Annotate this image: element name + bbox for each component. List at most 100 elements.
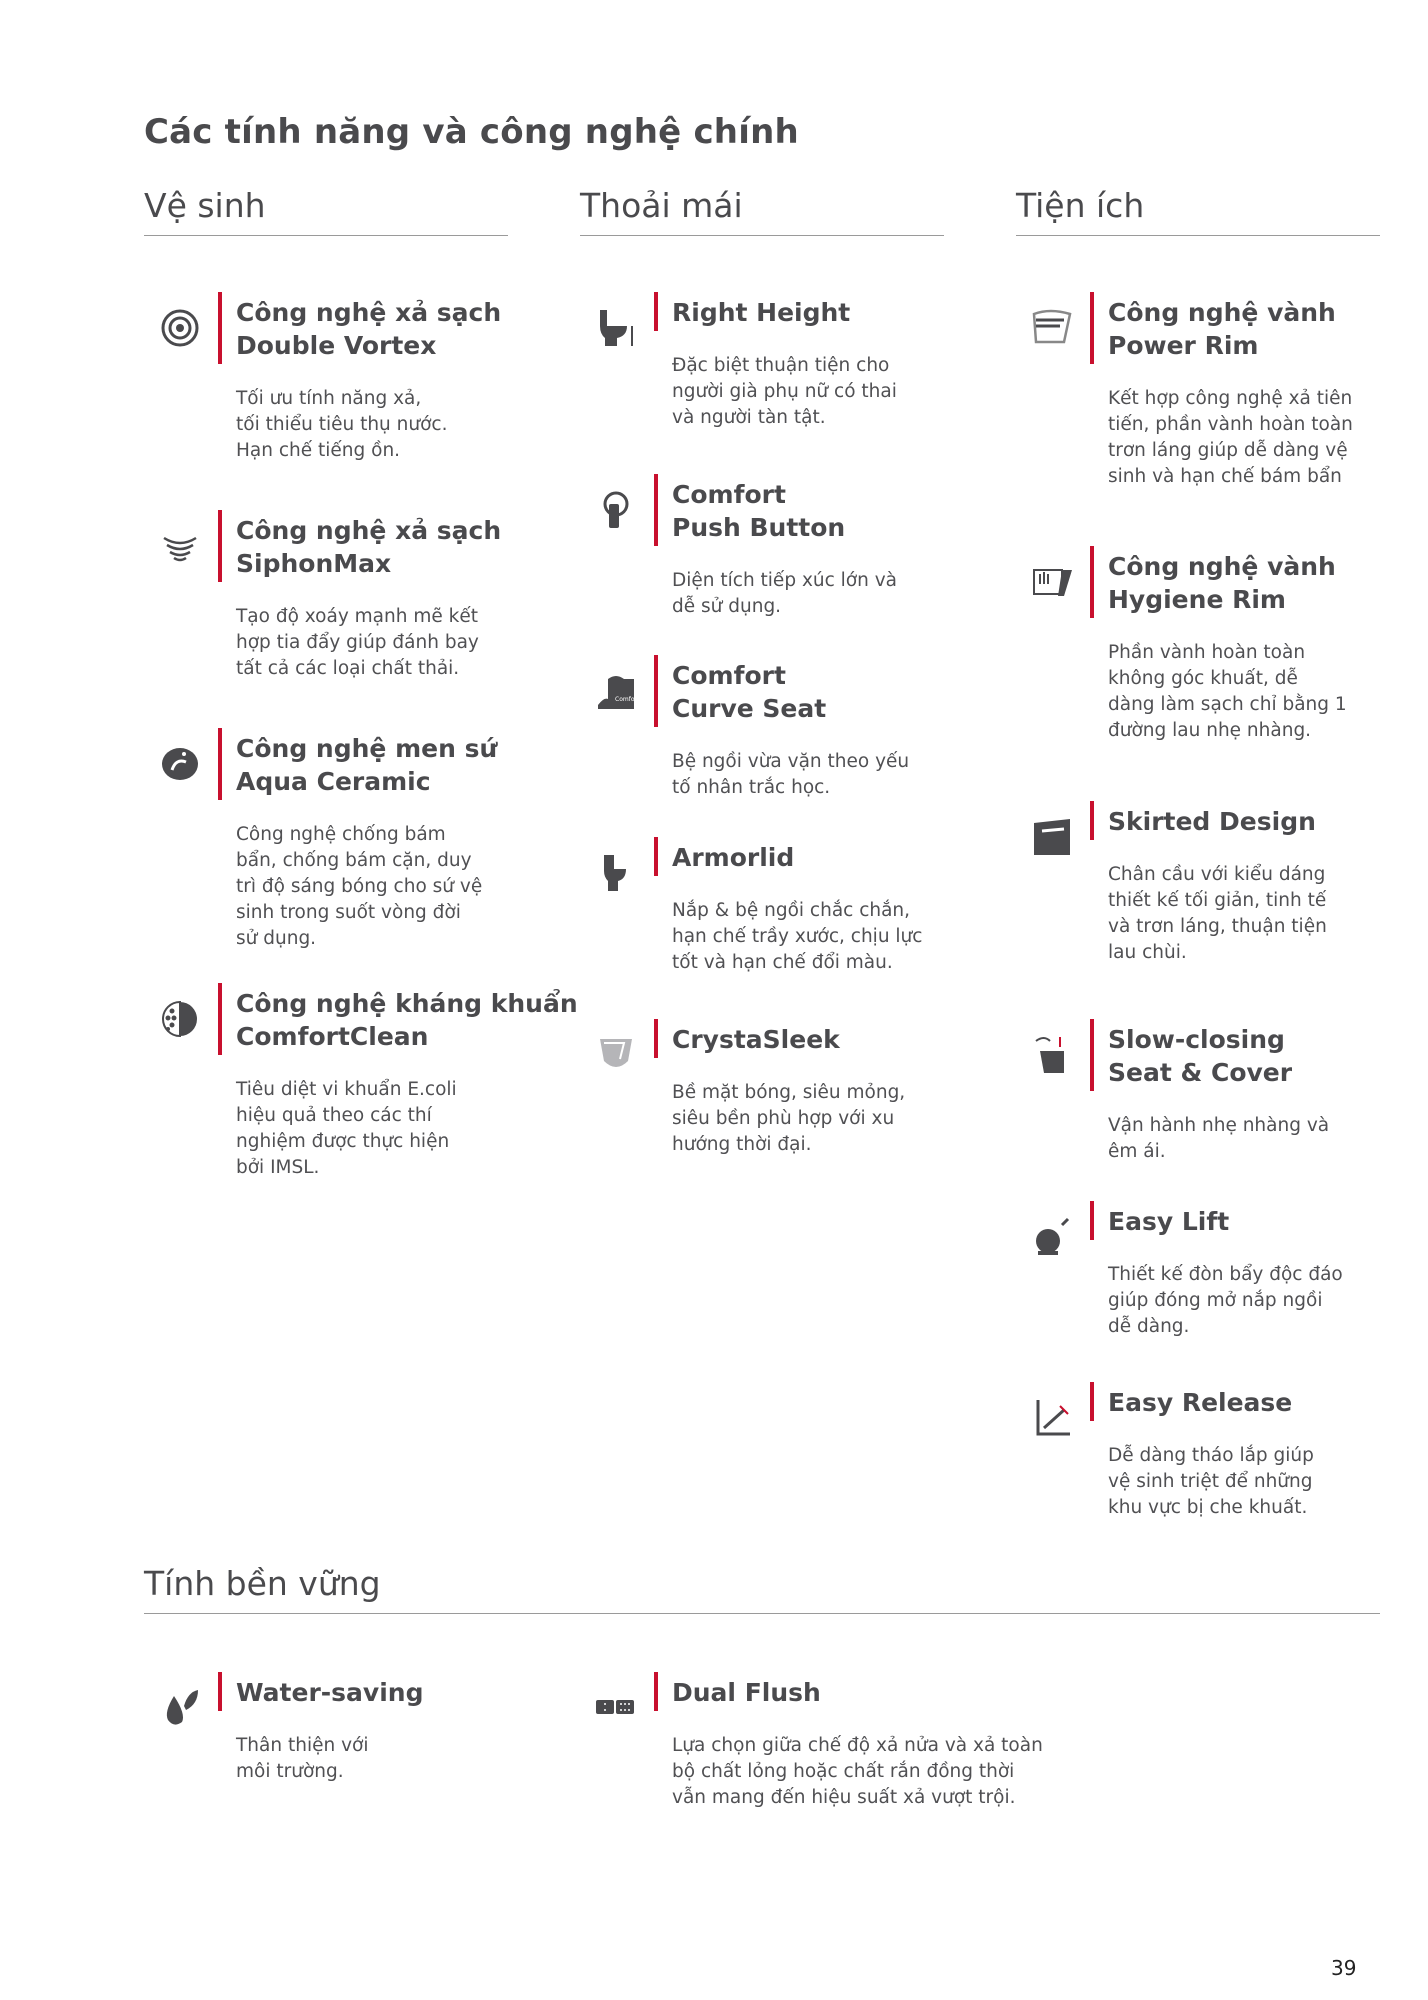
page-number: 39 xyxy=(1331,1956,1357,1980)
water-saving-icon xyxy=(158,1686,202,1730)
feature-description-line: dễ sử dụng. xyxy=(672,596,782,617)
feature-description-line: lau chùi. xyxy=(1108,942,1187,963)
feature-description-line: Tạo độ xoáy mạnh mẽ kết xyxy=(236,606,478,627)
feature-description-line: hạn chế trầy xước, chịu lực xyxy=(672,926,923,947)
feature-description: Tạo độ xoáy mạnh mẽ kết hợp tia đẩy giúp … xyxy=(236,604,479,682)
feature-title: Comfort Curve Seat xyxy=(672,659,826,725)
feature-description-line: tất cả các loại chất thải. xyxy=(236,658,460,679)
feature-title-line: Seat & Cover xyxy=(1108,1058,1293,1087)
feature-title: Công nghệ xả sạch Double Vortex xyxy=(236,296,501,362)
feature-description: Bệ ngồi vừa vặn theo yếu tố nhân trắc học… xyxy=(672,749,909,801)
feature-title-line: Curve Seat xyxy=(672,694,827,723)
accent-bar xyxy=(218,728,222,800)
easy-release-icon xyxy=(1030,1396,1074,1440)
feature-title-line: Armorlid xyxy=(672,843,795,872)
accent-bar xyxy=(1090,1382,1094,1421)
feature-description-line: thiết kế tối giản, tinh tế xyxy=(1108,890,1327,911)
feature-title-line: Công nghệ xả sạch xyxy=(236,298,502,327)
feature-description-line: tố nhân trắc học. xyxy=(672,777,831,798)
feature-title: Easy Lift xyxy=(1108,1205,1229,1238)
accent-bar xyxy=(218,983,222,1055)
feature-description-line: Đặc biệt thuận tiện cho xyxy=(672,355,890,376)
feature-description-line: Công nghệ chống bám xyxy=(236,824,446,845)
feature-description-line: Nắp & bệ ngồi chắc chắn, xyxy=(672,900,911,921)
feature-title: Công nghệ xả sạch SiphonMax xyxy=(236,514,501,580)
accent-bar xyxy=(218,292,222,364)
feature-description-line: Chân cầu với kiểu dáng xyxy=(1108,864,1326,885)
skirted-design-icon xyxy=(1030,815,1074,859)
column-heading-hygiene: Vệ sinh xyxy=(144,186,508,236)
feature-description-line: hợp tia đẩy giúp đánh bay xyxy=(236,632,479,653)
accent-bar xyxy=(654,655,658,727)
comfortclean-icon xyxy=(158,997,202,1041)
feature-description: Phần vành hoàn toàn không góc khuất, dễ dà… xyxy=(1108,640,1347,744)
feature-description: Tối ưu tính năng xả, tối thiểu tiêu thụ n… xyxy=(236,386,448,464)
feature-title-line: Công nghệ vành xyxy=(1108,298,1336,327)
feature-description-line: dàng làm sạch chỉ bằng 1 xyxy=(1108,694,1347,715)
feature-title: CrystaSleek xyxy=(672,1023,840,1056)
accent-bar xyxy=(1090,801,1094,840)
accent-bar xyxy=(1090,292,1094,364)
feature-description: Công nghệ chống bám bẩn, chống bám cặn, d… xyxy=(236,822,482,952)
feature-title-line: Right Height xyxy=(672,298,851,327)
sustainability-heading: Tính bền vững xyxy=(144,1564,1380,1614)
feature-title-line: Aqua Ceramic xyxy=(236,767,431,796)
armorlid-icon xyxy=(594,851,638,895)
slow-closing-icon xyxy=(1030,1033,1074,1077)
feature-title-line: Công nghệ xả sạch xyxy=(236,516,502,545)
feature-title: Slow-closing Seat & Cover xyxy=(1108,1023,1292,1089)
feature-description-line: nghiệm được thực hiện xyxy=(236,1131,450,1152)
feature-description: Bề mặt bóng, siêu mỏng, siêu bền phù hợp … xyxy=(672,1080,905,1158)
feature-description-line: Phần vành hoàn toàn xyxy=(1108,642,1306,663)
column-heading-comfort: Thoải mái xyxy=(580,186,944,236)
crystasleek-icon xyxy=(594,1033,638,1077)
feature-title-line: Slow-closing xyxy=(1108,1025,1285,1054)
accent-bar xyxy=(654,837,658,876)
feature-title: Công nghệ vành Power Rim xyxy=(1108,296,1336,362)
feature-description-line: không góc khuất, dễ xyxy=(1108,668,1298,689)
feature-description: Lựa chọn giữa chế độ xả nửa và xả toàn bộ… xyxy=(672,1733,1043,1811)
feature-title: Công nghệ men sứ Aqua Ceramic xyxy=(236,732,497,798)
feature-title-line: ComfortClean xyxy=(236,1022,429,1051)
feature-title-line: Công nghệ kháng khuẩn xyxy=(236,989,578,1018)
feature-description: Thiết kế đòn bẩy độc đáo giúp đóng mở nắp… xyxy=(1108,1262,1343,1340)
feature-description-line: Dễ dàng tháo lắp giúp xyxy=(1108,1445,1314,1466)
feature-description-line: vẫn mang đến hiệu suất xả vượt trội. xyxy=(672,1787,1016,1808)
feature-description-line: người già phụ nữ có thai xyxy=(672,381,897,402)
feature-description-line: siêu bền phù hợp với xu xyxy=(672,1108,895,1129)
feature-title-line: Push Button xyxy=(672,513,846,542)
feature-description-line: Bề mặt bóng, siêu mỏng, xyxy=(672,1082,906,1103)
feature-description: Dễ dàng tháo lắp giúp vệ sinh triệt để nh… xyxy=(1108,1443,1314,1521)
easy-lift-icon xyxy=(1030,1215,1074,1259)
feature-title-line: Power Rim xyxy=(1108,331,1259,360)
accent-bar xyxy=(654,474,658,546)
page-title: Các tính năng và công nghệ chính xyxy=(144,112,799,152)
feature-title-line: Comfort xyxy=(672,661,786,690)
feature-description-line: Lựa chọn giữa chế độ xả nửa và xả toàn xyxy=(672,1735,1043,1756)
accent-bar xyxy=(1090,546,1094,618)
feature-title-line: Easy Release xyxy=(1108,1388,1293,1417)
accent-bar xyxy=(1090,1201,1094,1240)
column-heading-utility: Tiện ích xyxy=(1016,186,1380,236)
feature-title-line: Skirted Design xyxy=(1108,807,1316,836)
feature-description-line: bởi IMSL. xyxy=(236,1157,320,1178)
feature-description-line: Bệ ngồi vừa vặn theo yếu xyxy=(672,751,910,772)
feature-title-line: Công nghệ men sứ xyxy=(236,734,498,763)
power-rim-icon xyxy=(1030,306,1074,350)
feature-description-line: tối thiểu tiêu thụ nước. xyxy=(236,414,448,435)
hygiene-rim-icon xyxy=(1030,560,1074,604)
feature-description-line: sử dụng. xyxy=(236,928,317,949)
feature-title-line: Dual Flush xyxy=(672,1678,821,1707)
feature-description-line: tốt và hạn chế đổi màu. xyxy=(672,952,893,973)
dual-flush-icon xyxy=(594,1686,638,1730)
feature-title: Dual Flush xyxy=(672,1676,821,1709)
feature-title-line: Comfort xyxy=(672,480,786,509)
feature-description: Tiêu diệt vi khuẩn E.coli hiệu quả theo c… xyxy=(236,1077,457,1181)
feature-description-line: đường lau nhẹ nhàng. xyxy=(1108,720,1312,741)
feature-description-line: vệ sinh triệt để những xyxy=(1108,1471,1313,1492)
feature-description: Diện tích tiếp xúc lớn và dễ sử dụng. xyxy=(672,568,897,620)
feature-title-line: CrystaSleek xyxy=(672,1025,840,1054)
feature-title: Comfort Push Button xyxy=(672,478,845,544)
feature-description-line: Tiêu diệt vi khuẩn E.coli xyxy=(236,1079,457,1100)
double-vortex-icon xyxy=(158,306,202,350)
